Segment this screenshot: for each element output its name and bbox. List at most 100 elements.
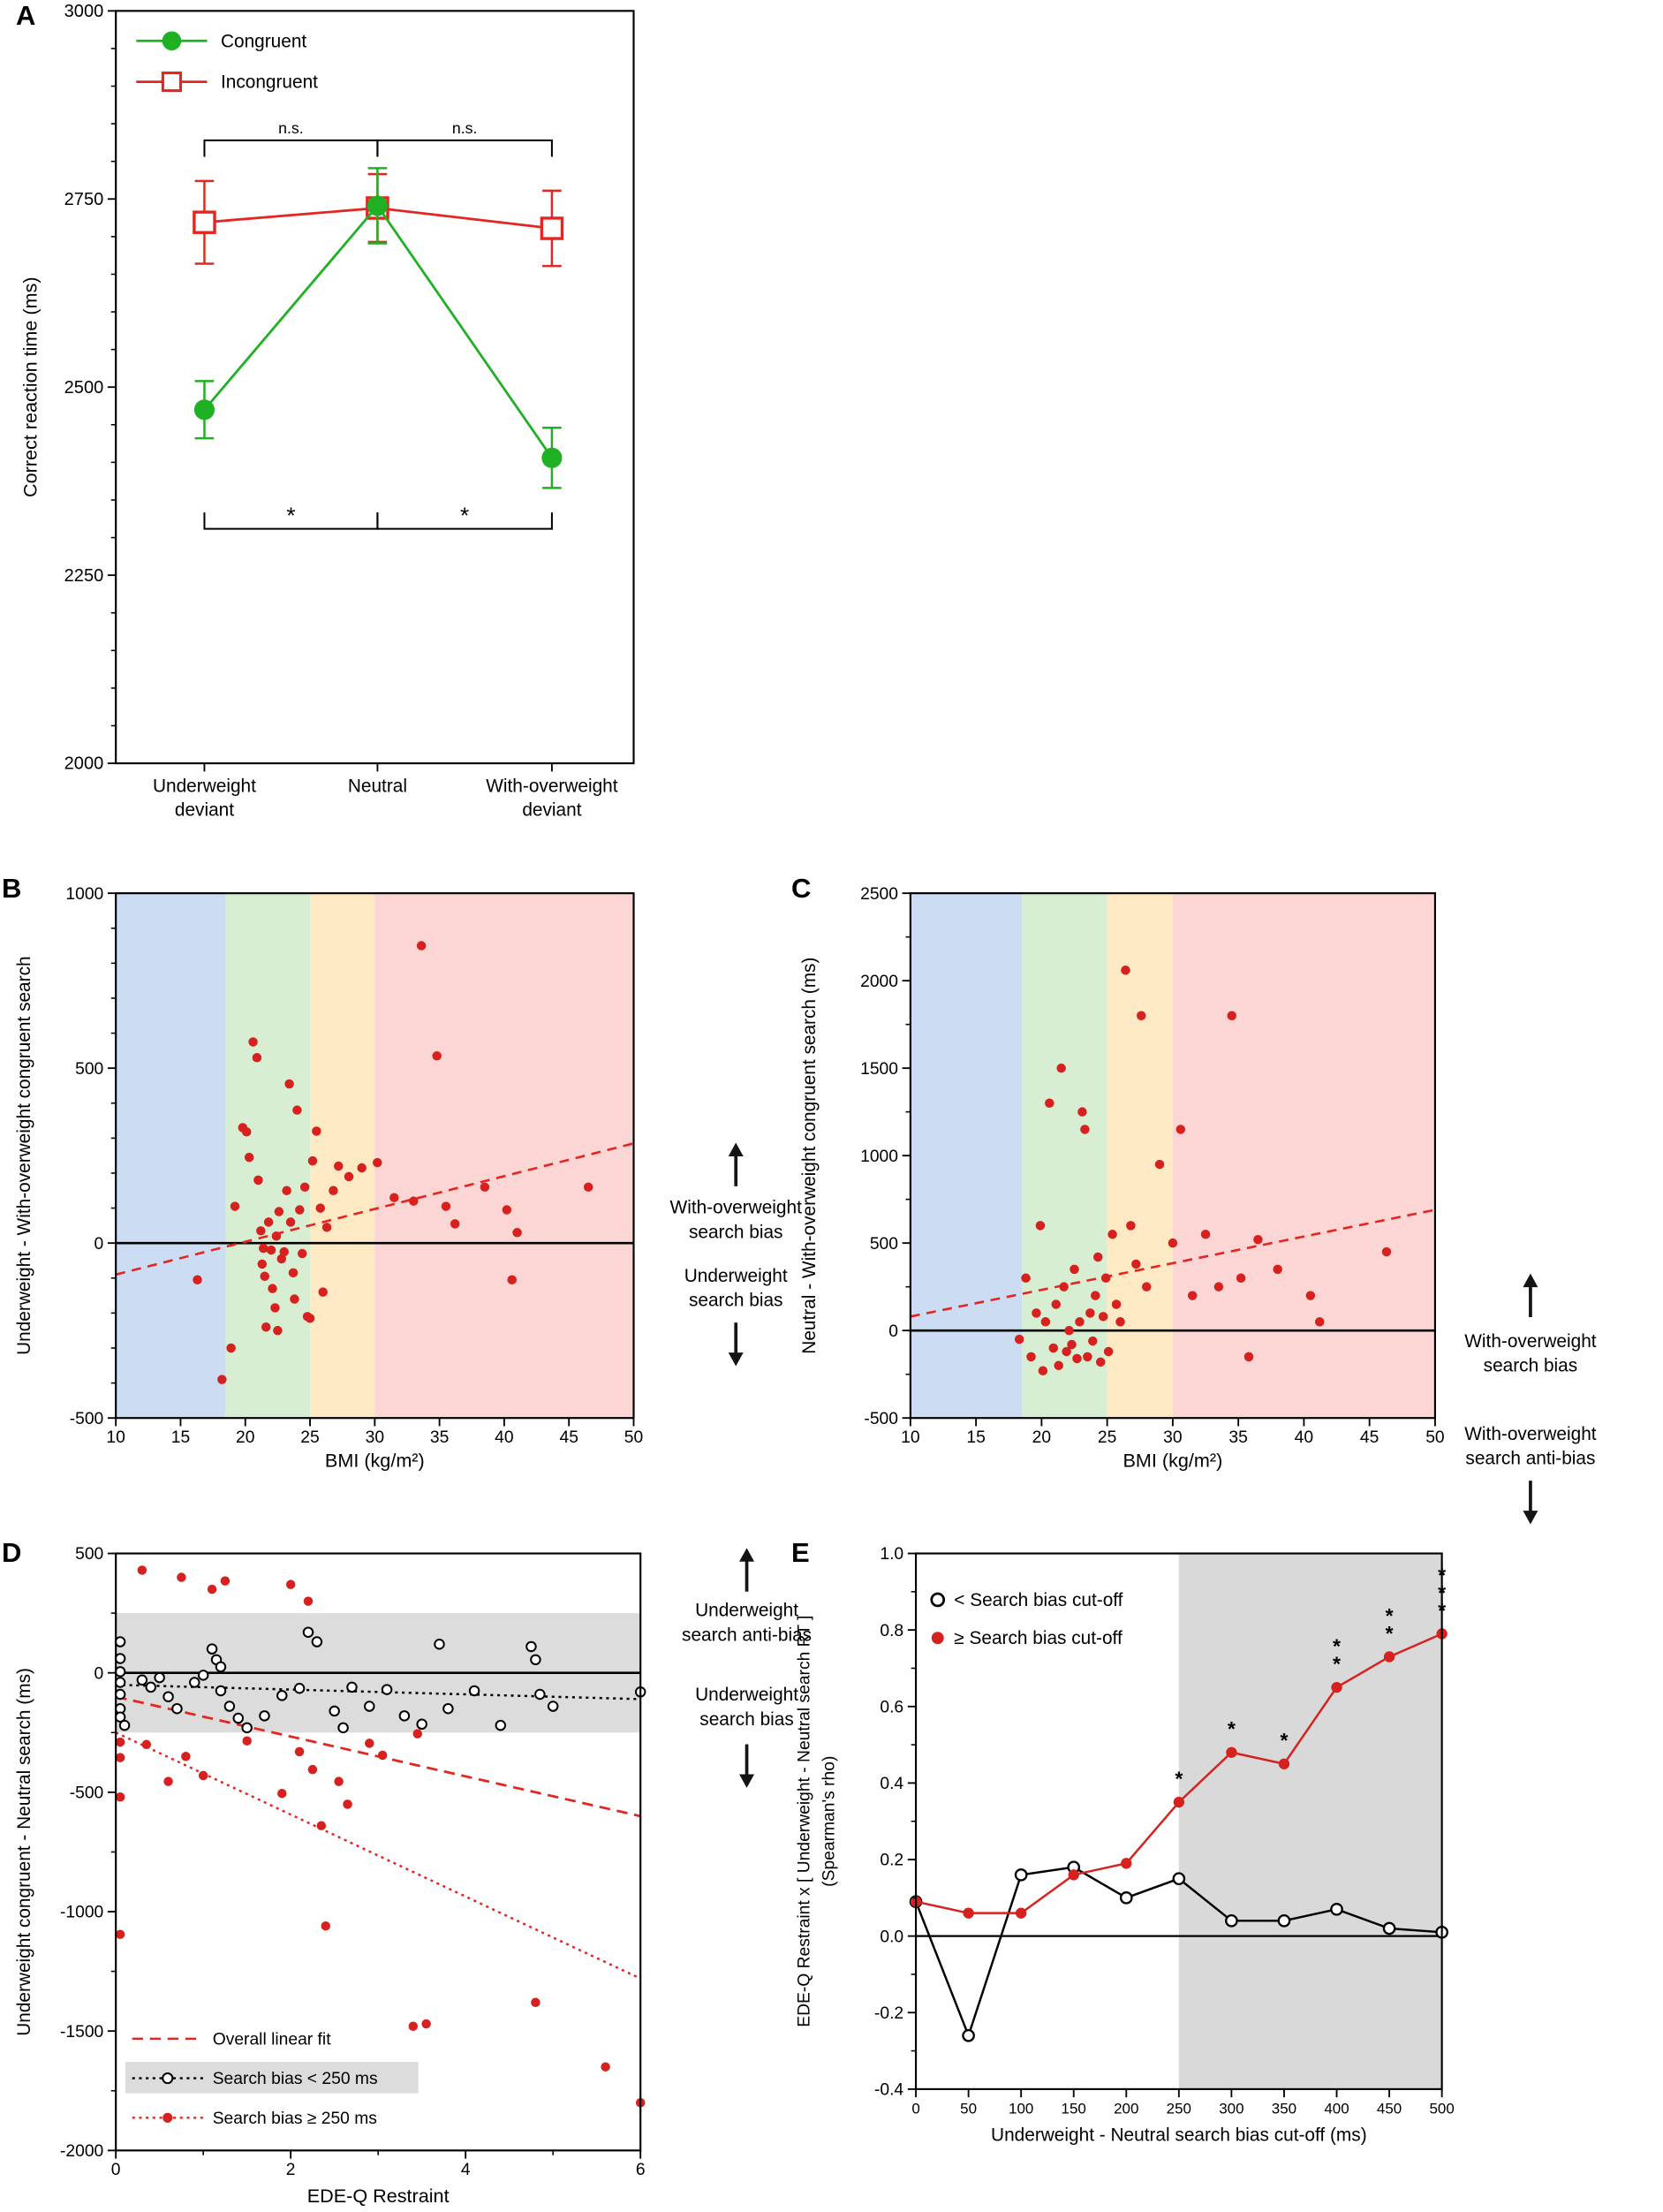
data-point [408, 2021, 419, 2032]
trend-line [115, 1731, 641, 1980]
chartE-svg: ** ***** ***0 50 100 150 200 250 300 350 400 450 500… [796, 1545, 1455, 2145]
data-point [541, 447, 563, 468]
svg-text:10: 10 [901, 1428, 919, 1447]
data-point [207, 1584, 217, 1595]
data-point [241, 1126, 252, 1137]
svg-text:20: 20 [1032, 1428, 1051, 1447]
data-point [197, 1670, 209, 1681]
legend: < Search bias cut-off ≥ Search bias cut-o… [930, 1590, 1123, 1648]
svg-text:*: * [286, 503, 295, 529]
svg-text:500: 500 [1429, 2101, 1454, 2117]
bmi-bands [116, 893, 634, 1419]
svg-text:1500: 1500 [860, 1060, 898, 1079]
data-point [292, 1105, 302, 1115]
data-point [276, 1690, 288, 1701]
data-point [141, 1739, 152, 1750]
data-point [1278, 1758, 1290, 1769]
data-point [1085, 1308, 1095, 1318]
svg-text:Neutral: Neutral [348, 776, 407, 796]
data-point [373, 1157, 382, 1168]
svg-text:3000: 3000 [64, 2, 104, 21]
data-point [226, 1343, 236, 1353]
svg-text:Search bias < 250 ms: Search bias < 250 ms [213, 2070, 378, 2088]
data-point [1168, 1238, 1178, 1248]
data-point [193, 210, 216, 234]
data-point [507, 1275, 517, 1285]
data-point [381, 1684, 393, 1695]
data-point [1014, 1868, 1028, 1882]
svg-text:0.6: 0.6 [880, 1698, 903, 1716]
data-point [502, 1205, 512, 1215]
data-point [1100, 1273, 1111, 1284]
panel-b-letter: B [2, 873, 22, 904]
data-point [242, 1736, 252, 1746]
svg-text:deviant: deviant [522, 799, 581, 820]
data-point [1035, 1221, 1046, 1231]
data-point [115, 1929, 125, 1939]
data-point [531, 1997, 540, 2007]
data-point [223, 1701, 236, 1712]
svg-text:450: 450 [1377, 2101, 1402, 2117]
svg-text:30: 30 [366, 1428, 384, 1447]
data-point [1213, 1282, 1224, 1292]
svg-text:45: 45 [559, 1428, 578, 1447]
data-point [115, 1792, 125, 1802]
annotations: With-overweight search bias With-overweigh… [1464, 1273, 1597, 1525]
data-point [337, 1722, 349, 1734]
data-point [1227, 1011, 1236, 1021]
data-point [206, 1643, 218, 1655]
data-point [259, 1710, 270, 1722]
data-point [282, 1186, 291, 1196]
svg-text:≥ Search bias cut-off: ≥ Search bias cut-off [954, 1628, 1123, 1648]
data-point [305, 1314, 315, 1323]
svg-text:Incongruent: Incongruent [221, 72, 318, 93]
data-point [525, 1640, 537, 1653]
data-point [1062, 1346, 1071, 1357]
data-point [293, 1683, 306, 1694]
data-point [1382, 1921, 1396, 1936]
x-axis-title: EDE-Q Restraint [307, 2185, 450, 2207]
data-point [118, 1719, 131, 1731]
data-point [547, 1701, 559, 1712]
svg-text:n.s.: n.s. [452, 119, 478, 137]
data-point [1331, 1681, 1342, 1693]
svg-text:With-overweight: With-overweight [670, 1198, 803, 1218]
data-point [193, 1275, 202, 1285]
data-point [1014, 1334, 1024, 1345]
data-point [963, 1907, 974, 1919]
data-point [145, 1681, 157, 1693]
panel-e: E * * * * * * * * * * 0 50 100 150 200 250 300 350 400 450 5… [788, 1537, 1663, 2169]
x-axis-title: BMI (kg/m²) [1123, 1450, 1223, 1472]
data-point [294, 1746, 305, 1757]
data-point [1040, 1317, 1051, 1327]
data-point [495, 1719, 507, 1731]
y-axis-title: Correct reaction time (ms) [19, 276, 42, 497]
svg-text:Underweight: Underweight [684, 1266, 788, 1286]
svg-text:150: 150 [1062, 2101, 1086, 2117]
data-point [315, 1203, 326, 1213]
svg-text:-0.4: -0.4 [874, 2081, 903, 2100]
panel-b: B 10 15 20 25 30 35 40 45 50 -500 0 500 1000 BMI (kg/… [0, 873, 839, 1491]
x-axis-title: BMI (kg/m²) [325, 1450, 425, 1472]
data-point [1080, 1125, 1090, 1134]
svg-text:25: 25 [1098, 1428, 1116, 1447]
panel-e-chart: * * * * * * * * * * 0 50 100 150 200 250 300 350 400 450 500… [788, 1537, 1663, 2169]
data-point [266, 1245, 276, 1255]
filled-circle-icon [931, 1632, 944, 1645]
open-circle-icon [930, 1592, 946, 1608]
fit-line [910, 1208, 1436, 1318]
svg-text:25: 25 [300, 1428, 319, 1447]
data-point [334, 1161, 344, 1171]
data-point [530, 1654, 541, 1666]
data-point [334, 1776, 344, 1786]
data-point [137, 1565, 147, 1575]
svg-text:0: 0 [94, 1664, 104, 1683]
data-point [1175, 1125, 1186, 1134]
data-point [1051, 1299, 1061, 1309]
panel-a-chart: 2000 2250 2500 2750 3000 Underweight deviant Ne… [0, 0, 708, 860]
data-point [468, 1685, 480, 1697]
data-point [409, 1196, 419, 1206]
data-point [271, 1231, 282, 1241]
svg-text:*: * [1386, 1622, 1394, 1645]
data-point [279, 1246, 289, 1257]
